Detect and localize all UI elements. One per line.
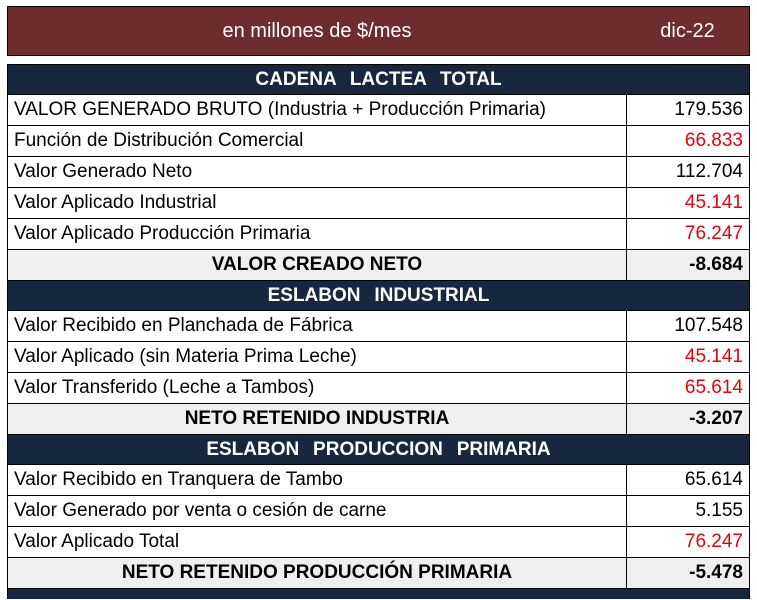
row-label: Valor Recibido en Tranquera de Tambo xyxy=(8,465,627,495)
row-value: 65.614 xyxy=(684,469,743,490)
row-label: Valor Aplicado Industrial xyxy=(8,188,627,218)
section-title: ESLABON INDUSTRIAL xyxy=(267,284,490,306)
row-label: Valor Recibido en Planchada de Fábrica xyxy=(8,311,627,341)
section-header-eslabon-industrial: ESLABON INDUSTRIAL xyxy=(8,281,749,311)
section-header-eslabon-produccion-primaria: ESLABON PRODUCCION PRIMARIA xyxy=(8,435,749,465)
table-row: Valor Generado por venta o cesión de car… xyxy=(8,496,749,527)
table-row: VALOR GENERADO BRUTO (Industria + Produc… xyxy=(8,95,749,126)
row-value: 107.548 xyxy=(674,315,743,336)
row-label: Valor Aplicado Total xyxy=(8,527,627,557)
section-header-cadena-lactea-total: CADENA LACTEA TOTAL xyxy=(8,65,749,95)
row-value: 76.247 xyxy=(684,223,743,244)
table-row: Valor Aplicado (sin Materia Prima Leche)… xyxy=(8,342,749,373)
table-row: Valor Recibido en Tranquera de Tambo 65.… xyxy=(8,465,749,496)
subtotal-value: -5.478 xyxy=(689,562,743,583)
subtotal-row-valor-creado-neto: VALOR CREADO NETO -8.684 xyxy=(8,250,749,281)
table-row: Función de Distribución Comercial 66.833 xyxy=(8,126,749,157)
table-row: Valor Aplicado Producción Primaria 76.24… xyxy=(8,219,749,250)
row-value: 45.141 xyxy=(684,346,743,367)
section-title: ESLABON PRODUCCION PRIMARIA xyxy=(206,438,551,460)
units-header-bar: en millones de $/mes dic-22 xyxy=(7,6,750,56)
subtotal-value: -3.207 xyxy=(689,408,743,429)
units-label: en millones de $/mes xyxy=(222,19,412,42)
row-label: Valor Generado Neto xyxy=(8,157,627,187)
table-row: Valor Aplicado Industrial 45.141 xyxy=(8,188,749,219)
table-row: Valor Transferido (Leche a Tambos) 65.61… xyxy=(8,373,749,404)
row-label: Valor Aplicado Producción Primaria xyxy=(8,219,627,249)
subtotal-value: -8.684 xyxy=(689,254,743,275)
row-value: 112.704 xyxy=(675,161,743,182)
value-table: CADENA LACTEA TOTAL VALOR GENERADO BRUTO… xyxy=(7,64,750,599)
period-label: dic-22 xyxy=(660,19,715,42)
table-footer-strip xyxy=(8,589,749,599)
row-value: 45.141 xyxy=(684,192,743,213)
row-label: Valor Generado por venta o cesión de car… xyxy=(8,496,627,526)
row-value: 65.614 xyxy=(684,377,743,398)
subtotal-label: NETO RETENIDO INDUSTRIA xyxy=(8,404,627,434)
row-value: 179.536 xyxy=(674,99,743,120)
row-value: 66.833 xyxy=(684,130,743,151)
table-row: Valor Generado Neto 112.704 xyxy=(8,157,749,188)
subtotal-row-neto-retenido-produccion-primaria: NETO RETENIDO PRODUCCIÓN PRIMARIA -5.478 xyxy=(8,558,749,589)
subtotal-label: NETO RETENIDO PRODUCCIÓN PRIMARIA xyxy=(8,558,627,588)
section-title: CADENA LACTEA TOTAL xyxy=(255,68,502,90)
subtotal-label: VALOR CREADO NETO xyxy=(8,250,627,280)
row-value: 5.155 xyxy=(695,500,743,521)
header-gap xyxy=(7,56,750,64)
row-label: Valor Aplicado (sin Materia Prima Leche) xyxy=(8,342,627,372)
row-value: 76.247 xyxy=(684,531,743,552)
row-label: Valor Transferido (Leche a Tambos) xyxy=(8,373,627,403)
subtotal-row-neto-retenido-industria: NETO RETENIDO INDUSTRIA -3.207 xyxy=(8,404,749,435)
table-row: Valor Aplicado Total 76.247 xyxy=(8,527,749,558)
row-label: VALOR GENERADO BRUTO (Industria + Produc… xyxy=(8,95,627,125)
table-row: Valor Recibido en Planchada de Fábrica 1… xyxy=(8,311,749,342)
row-label: Función de Distribución Comercial xyxy=(8,126,627,156)
